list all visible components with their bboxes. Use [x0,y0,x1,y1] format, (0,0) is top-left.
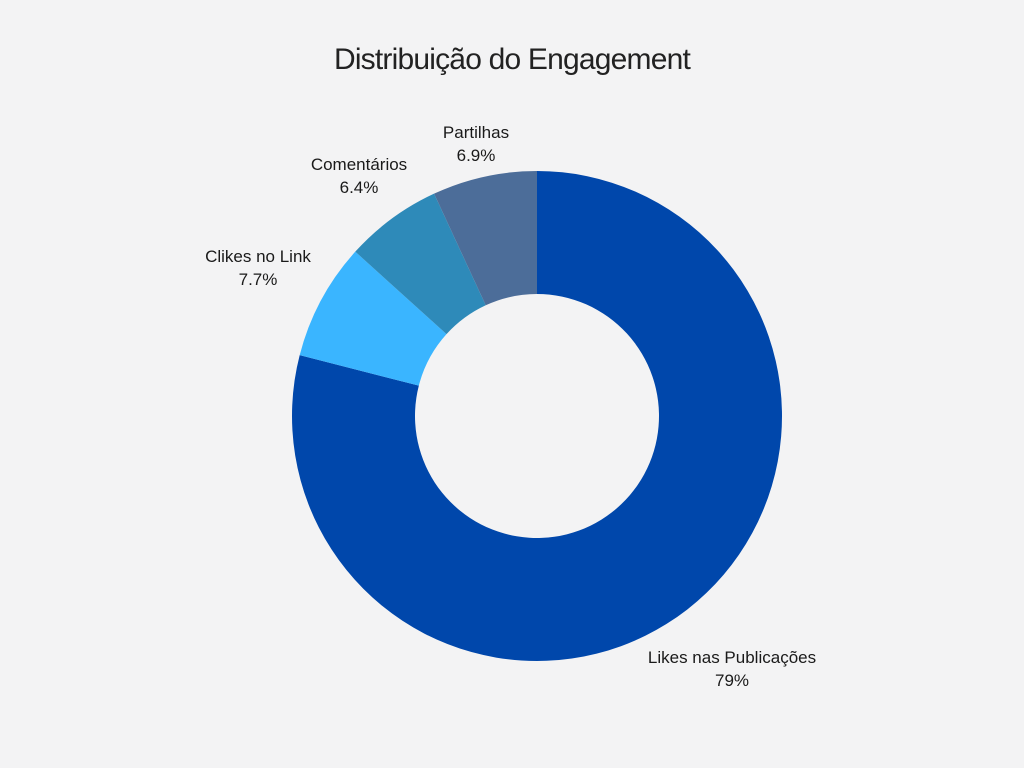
slice-value-label: 79% [715,671,749,690]
donut-slice [355,193,486,335]
slice-label: Partilhas [443,123,509,142]
slice-value-label: 6.9% [457,146,496,165]
slice-label: Comentários [311,155,407,174]
slice-label: Likes nas Publicações [648,648,816,667]
slice-labels: Likes nas Publicações 79% Clikes no Link 7.… [205,123,816,690]
slice-label: Clikes no Link [205,247,311,266]
donut-slice [434,171,537,306]
donut-slice [299,251,447,386]
donut-slices [292,171,782,661]
slice-value-label: 6.4% [340,178,379,197]
donut-slice [292,171,782,661]
chart-title: Distribuição do Engagement [334,43,692,76]
slice-value-label: 7.7% [239,270,278,289]
